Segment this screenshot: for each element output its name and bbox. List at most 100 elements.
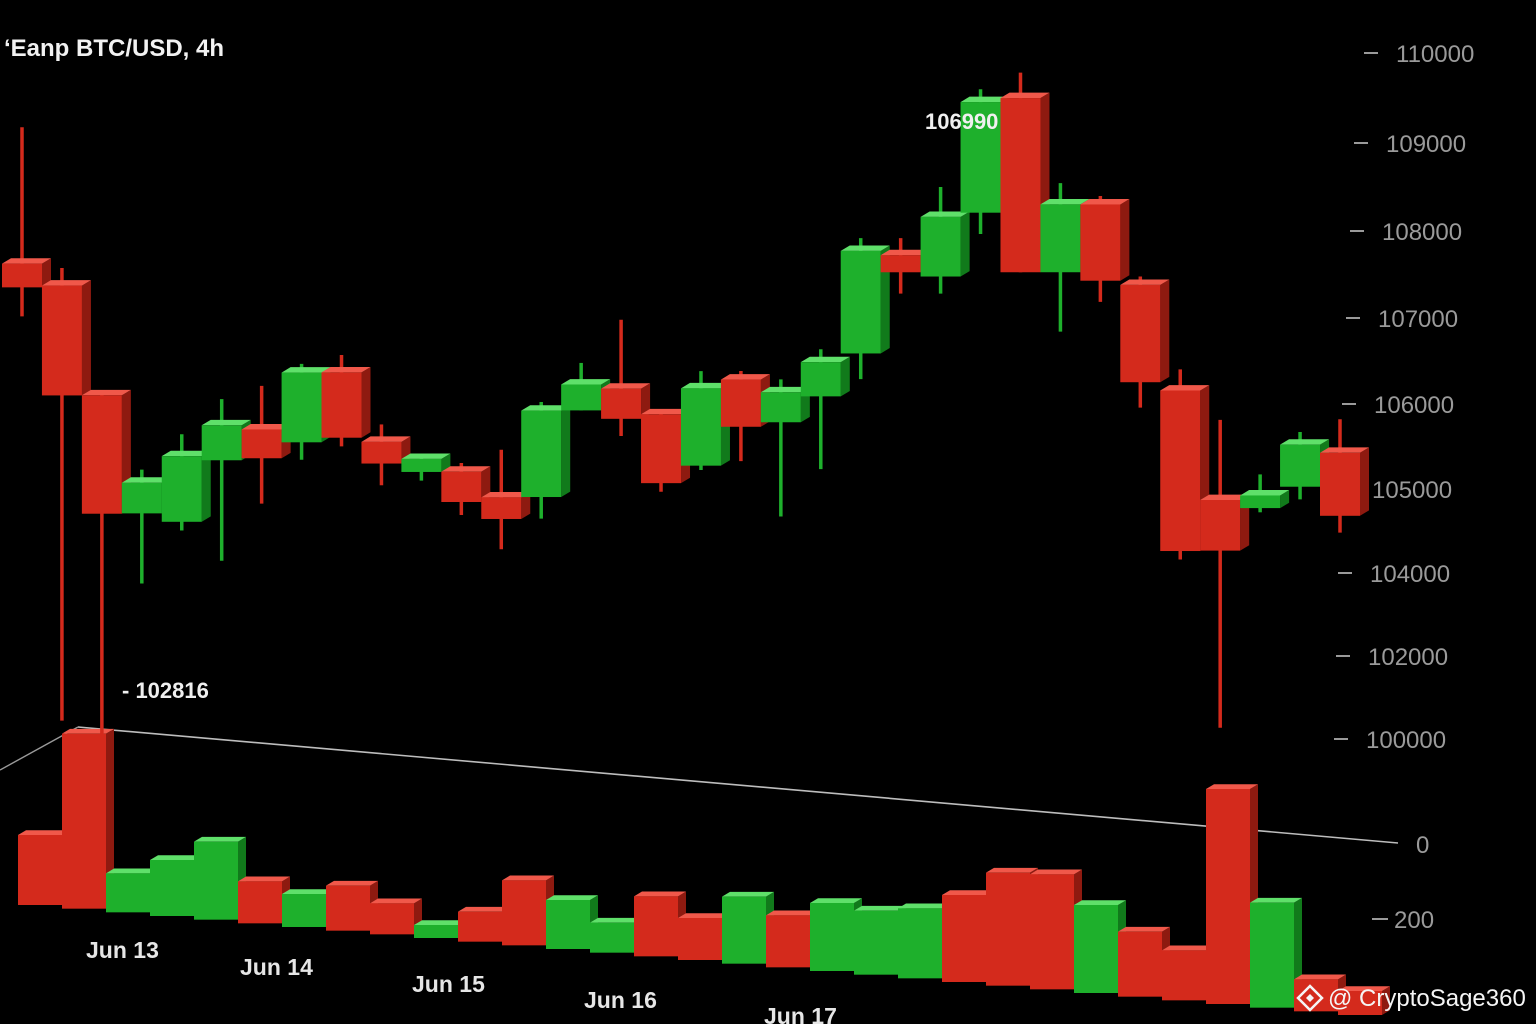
- candle-body: [921, 217, 961, 277]
- volume-bar: [194, 842, 238, 920]
- volume-tick-label: 200: [1394, 907, 1434, 934]
- candle-body-side: [202, 451, 211, 522]
- volume-bar-top: [194, 837, 246, 842]
- candle-body: [881, 255, 921, 272]
- candle-body: [122, 483, 162, 514]
- candle-body: [1040, 204, 1080, 272]
- candle-body-side: [1360, 447, 1369, 515]
- candle-body-side: [1120, 199, 1129, 281]
- candle-body: [641, 414, 681, 483]
- volume-bar: [1250, 903, 1294, 1008]
- price-tick-label: 110000: [1396, 41, 1474, 68]
- candle-body: [561, 385, 601, 411]
- date-label: Jun 14: [240, 954, 313, 980]
- candle-body: [2, 264, 42, 288]
- volume-bar-top: [326, 881, 378, 886]
- candle-down: [361, 424, 410, 485]
- candle-up: [761, 379, 810, 516]
- price-tick-label: 109000: [1386, 131, 1466, 158]
- volume-bar: [590, 923, 634, 953]
- volume-bar: [150, 860, 194, 916]
- volume-tick-label: 0: [1416, 832, 1429, 859]
- candle-body: [82, 395, 122, 513]
- candle-body: [1200, 500, 1240, 551]
- candle-body: [481, 497, 521, 519]
- candle-body-side: [362, 367, 371, 438]
- candle-body: [1120, 285, 1160, 382]
- candle-body: [681, 388, 721, 465]
- candle-body: [1320, 453, 1360, 516]
- price-tick-label: 100000: [1366, 727, 1446, 754]
- volume-bar: [1030, 874, 1074, 989]
- volume-bar: [414, 925, 458, 938]
- volume-bar-top: [722, 892, 774, 897]
- volume-bar: [502, 880, 546, 945]
- volume-bar-top: [1074, 900, 1126, 905]
- candle-body: [401, 459, 441, 472]
- volume-bar: [634, 896, 678, 956]
- volume-bar-top: [1294, 975, 1346, 980]
- volume-bar: [942, 895, 986, 982]
- volume-bar-top: [810, 898, 862, 903]
- volume-bars: [18, 729, 1390, 1015]
- price-tick-label: 106000: [1374, 392, 1454, 419]
- volume-bar-top: [502, 876, 554, 881]
- candle-body: [42, 286, 82, 396]
- candle-body: [282, 373, 322, 443]
- volume-bar: [458, 912, 502, 942]
- volume-bar: [238, 881, 282, 923]
- volume-axis: 0 200: [1372, 832, 1434, 934]
- volume-bar-top: [986, 868, 1038, 873]
- candles: [2, 73, 1369, 777]
- volume-bar: [546, 900, 590, 949]
- candle-body: [242, 429, 282, 458]
- candle-body: [1280, 445, 1320, 487]
- candle-down: [82, 390, 131, 777]
- candle-body: [361, 442, 401, 464]
- watermark-text: @ CryptoSage360: [1328, 985, 1526, 1012]
- volume-bar: [1118, 932, 1162, 997]
- date-label: Jun 15: [412, 971, 485, 997]
- volume-bar: [678, 918, 722, 960]
- volume-bar: [1206, 789, 1250, 1004]
- volume-bar: [370, 903, 414, 934]
- date-label: Jun 16: [584, 987, 657, 1013]
- candle-body-side: [561, 405, 570, 497]
- volume-bar-top: [634, 892, 686, 897]
- candle-body-side: [82, 280, 91, 395]
- high-annotation: 106990: [925, 109, 998, 134]
- volume-bar: [1074, 905, 1118, 993]
- candle-body: [1240, 495, 1280, 508]
- candle-body: [1080, 204, 1120, 280]
- candle-body: [1000, 98, 1040, 272]
- candle-body: [1160, 391, 1200, 552]
- candle-down: [322, 355, 371, 446]
- date-label: Jun 17: [764, 1003, 837, 1024]
- volume-bar-top: [238, 877, 290, 882]
- price-tick-label: 108000: [1382, 219, 1462, 246]
- price-tick-label: 104000: [1370, 561, 1450, 588]
- volume-bar: [810, 903, 854, 971]
- price-tick-label: 102000: [1368, 644, 1448, 671]
- candle-down: [1120, 276, 1169, 407]
- volume-bar: [282, 894, 326, 927]
- chart-title: ‘Eanp BTC/USD, 4h: [4, 35, 224, 62]
- candle-body-side: [841, 357, 850, 397]
- candle-body: [801, 362, 841, 396]
- candle-body: [521, 411, 561, 497]
- price-axis: 1100001090001080001070001060001050001040…: [1334, 41, 1474, 754]
- candle-body: [761, 392, 801, 422]
- candle-body: [721, 380, 761, 427]
- volume-bar: [326, 886, 370, 931]
- volume-bar-top: [370, 899, 422, 904]
- candle-body: [601, 389, 641, 419]
- low-annotation: - 102816: [122, 678, 209, 703]
- volume-bar-top: [1030, 870, 1082, 875]
- volume-bar: [854, 911, 898, 975]
- volume-bar: [62, 734, 106, 909]
- volume-bar: [106, 873, 150, 912]
- volume-bar-top: [1118, 927, 1170, 932]
- volume-bar-top: [1250, 898, 1302, 903]
- candle-body-side: [1160, 280, 1169, 383]
